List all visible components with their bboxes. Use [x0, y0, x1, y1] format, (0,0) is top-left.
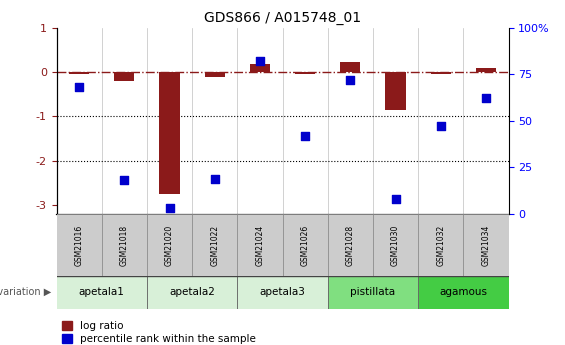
Bar: [237, 214, 282, 276]
Bar: [250, 64, 270, 72]
Bar: [373, 214, 418, 276]
Bar: [418, 214, 463, 276]
Text: GSM21020: GSM21020: [165, 224, 174, 266]
Bar: [295, 72, 315, 74]
Bar: [282, 214, 328, 276]
Bar: [205, 72, 225, 77]
Text: GSM21026: GSM21026: [301, 224, 310, 266]
Bar: [102, 214, 147, 276]
Text: GSM21034: GSM21034: [481, 224, 490, 266]
Bar: [192, 214, 237, 276]
Text: GSM21022: GSM21022: [210, 224, 219, 266]
Bar: [328, 276, 418, 309]
Bar: [463, 214, 508, 276]
Point: [75, 85, 84, 90]
Bar: [147, 276, 237, 309]
Bar: [476, 68, 496, 72]
Bar: [418, 276, 509, 309]
Text: pistillata: pistillata: [350, 287, 396, 297]
Text: GSM21030: GSM21030: [391, 224, 400, 266]
Bar: [340, 62, 360, 72]
Point: [210, 176, 219, 181]
Text: GSM21032: GSM21032: [436, 224, 445, 266]
Bar: [56, 276, 147, 309]
Bar: [385, 72, 406, 110]
Text: apetala3: apetala3: [259, 287, 306, 297]
Point: [481, 96, 490, 101]
Point: [436, 124, 445, 129]
Text: GSM21018: GSM21018: [120, 224, 129, 266]
Text: agamous: agamous: [440, 287, 487, 297]
Title: GDS866 / A015748_01: GDS866 / A015748_01: [204, 11, 361, 25]
Text: GSM21016: GSM21016: [75, 224, 84, 266]
Bar: [431, 72, 451, 74]
Point: [255, 58, 264, 64]
Point: [165, 206, 174, 211]
Text: apetala2: apetala2: [169, 287, 215, 297]
Bar: [69, 72, 89, 74]
Point: [301, 133, 310, 138]
Bar: [56, 214, 102, 276]
Text: genotype/variation ▶: genotype/variation ▶: [0, 287, 51, 297]
Legend: log ratio, percentile rank within the sample: log ratio, percentile rank within the sa…: [62, 321, 257, 344]
Text: GSM21028: GSM21028: [346, 224, 355, 266]
Point: [120, 178, 129, 183]
Bar: [328, 214, 373, 276]
Bar: [114, 72, 134, 81]
Point: [391, 196, 400, 202]
Point: [346, 77, 355, 82]
Bar: [237, 276, 328, 309]
Bar: [147, 214, 192, 276]
Text: apetala1: apetala1: [79, 287, 125, 297]
Text: GSM21024: GSM21024: [255, 224, 264, 266]
Bar: [159, 72, 180, 194]
